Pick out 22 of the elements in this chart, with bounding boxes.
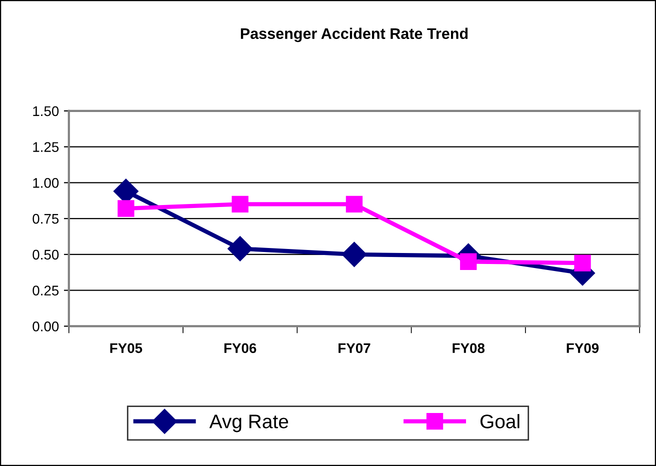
x-tick-label: FY08: [452, 343, 485, 354]
y-tick-label: 0.75: [32, 214, 59, 224]
x-tick-label: FY07: [338, 343, 370, 354]
point: [574, 254, 591, 272]
y-tick-label: 0.00: [32, 322, 59, 332]
y-tick-label: 1.00: [33, 178, 59, 188]
chart-title: Passenger Accident Rate Trend: [240, 28, 468, 42]
legend-label: Avg Rate: [209, 414, 288, 432]
point: [460, 253, 477, 270]
point: [342, 242, 367, 267]
point: [228, 236, 253, 262]
y-tick-label: 0.50: [32, 250, 59, 260]
y-tick-label: 0.25: [32, 286, 59, 296]
point: [118, 200, 134, 217]
legend-label: Goal: [480, 414, 520, 428]
x-tick-label: FY06: [224, 343, 256, 354]
x-tick-label: FY05: [110, 343, 142, 354]
y-tick-label: 1.25: [33, 142, 59, 152]
point: [232, 196, 248, 213]
point: [346, 196, 363, 213]
y-tick-label: 1.50: [33, 106, 59, 116]
x-tick-label: FY09: [566, 343, 599, 354]
